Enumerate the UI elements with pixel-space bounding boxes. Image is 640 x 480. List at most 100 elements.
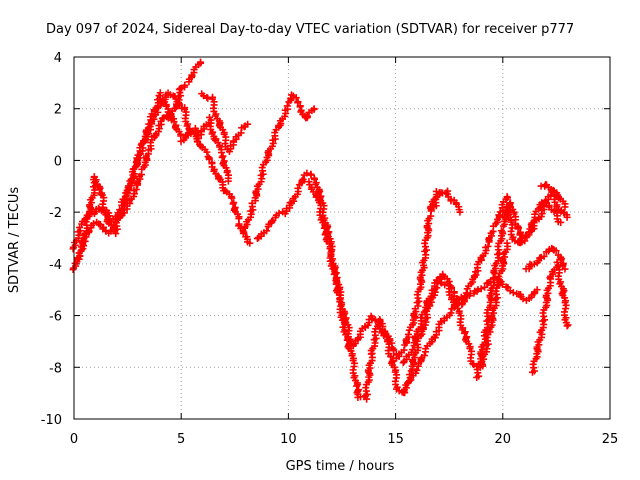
data-point: [181, 81, 189, 89]
data-point: [471, 272, 479, 280]
series-track-10: [430, 187, 464, 216]
data-point: [552, 247, 560, 255]
data-point: [417, 355, 425, 363]
data-point: [461, 329, 469, 337]
x-tick-label: 5: [177, 432, 185, 447]
data-point: [490, 278, 498, 286]
data-point: [399, 359, 407, 367]
data-point: [283, 102, 291, 110]
series-track-4: [198, 90, 252, 156]
data-point: [422, 246, 430, 254]
data-point: [498, 280, 506, 288]
x-tick-label: 20: [495, 432, 512, 447]
data-point: [447, 309, 455, 317]
data-point: [310, 105, 318, 113]
data-point: [404, 330, 412, 338]
data-point: [353, 382, 361, 390]
data-point: [563, 322, 571, 330]
data-point: [413, 366, 421, 374]
data-point: [503, 203, 511, 211]
y-tick-label: -10: [41, 413, 62, 428]
data-point: [244, 120, 252, 128]
y-tick-label: 2: [54, 103, 62, 118]
data-point: [562, 305, 570, 313]
x-tick-label: 10: [280, 432, 297, 447]
data-point: [294, 184, 302, 192]
data-point: [387, 353, 395, 361]
data-point: [331, 269, 339, 277]
data-point: [224, 177, 232, 185]
data-point: [481, 283, 489, 291]
data-point: [540, 252, 548, 260]
data-point: [503, 193, 511, 201]
data-point: [275, 209, 283, 217]
data-point: [498, 228, 506, 236]
data-point: [332, 280, 340, 288]
data-point: [317, 205, 325, 213]
data-point: [303, 169, 311, 177]
data-point: [132, 185, 140, 193]
data-point: [469, 360, 477, 368]
data-point: [409, 346, 417, 354]
data-point: [296, 103, 304, 111]
data-point: [508, 224, 516, 232]
data-points: [69, 58, 572, 403]
data-point: [564, 321, 572, 329]
data-point: [218, 153, 226, 161]
data-point: [493, 294, 501, 302]
data-point: [187, 128, 195, 136]
data-point: [451, 302, 459, 310]
data-point: [343, 336, 351, 344]
data-point: [203, 148, 211, 156]
data-point: [415, 297, 423, 305]
data-point: [228, 194, 236, 202]
y-tick-label: 0: [54, 154, 62, 169]
data-point: [494, 254, 502, 262]
series-track-2: [69, 89, 232, 274]
series-track-9: [404, 274, 541, 387]
data-point: [110, 222, 118, 230]
data-point: [330, 270, 338, 278]
series-track-13: [522, 244, 569, 273]
data-point: [196, 58, 204, 66]
y-axis-label: SDTVAR / TECUs: [7, 187, 22, 294]
data-point: [350, 362, 358, 370]
x-axis-label: GPS time / hours: [286, 459, 395, 474]
data-point: [561, 203, 569, 211]
data-point: [246, 239, 254, 247]
x-tick-label: 15: [387, 432, 404, 447]
data-point: [478, 351, 486, 359]
data-point: [414, 302, 422, 310]
data-point: [540, 320, 548, 328]
data-point: [337, 302, 345, 310]
data-point: [363, 390, 371, 398]
data-point: [484, 242, 492, 250]
y-tick-label: -6: [49, 310, 62, 325]
data-point: [456, 208, 464, 216]
data-point: [170, 118, 178, 126]
data-point: [474, 286, 482, 294]
x-tick-label: 25: [602, 432, 619, 447]
data-point: [495, 249, 503, 257]
data-point: [497, 227, 505, 235]
data-point: [503, 239, 511, 247]
data-point: [421, 243, 429, 251]
y-tick-label: -4: [49, 258, 62, 273]
y-tick-label: -2: [49, 206, 62, 221]
data-point: [437, 278, 445, 286]
y-tick-label: -8: [49, 361, 62, 376]
data-point: [392, 374, 400, 382]
data-point: [555, 269, 563, 277]
data-point: [263, 227, 271, 235]
data-point: [491, 270, 499, 278]
chart-title: Day 097 of 2024, Sidereal Day-to-day VTE…: [46, 22, 574, 37]
data-point: [521, 237, 529, 245]
series-track-6: [253, 169, 441, 362]
data-point: [481, 335, 489, 343]
data-point: [320, 224, 328, 232]
data-point: [492, 298, 500, 306]
series-track-14: [528, 258, 572, 376]
series-track-3: [73, 108, 254, 263]
axis-ticks: 0 5 10 15 20 25 -10 -8 -6 -4 -2 0 2 4: [41, 51, 619, 447]
